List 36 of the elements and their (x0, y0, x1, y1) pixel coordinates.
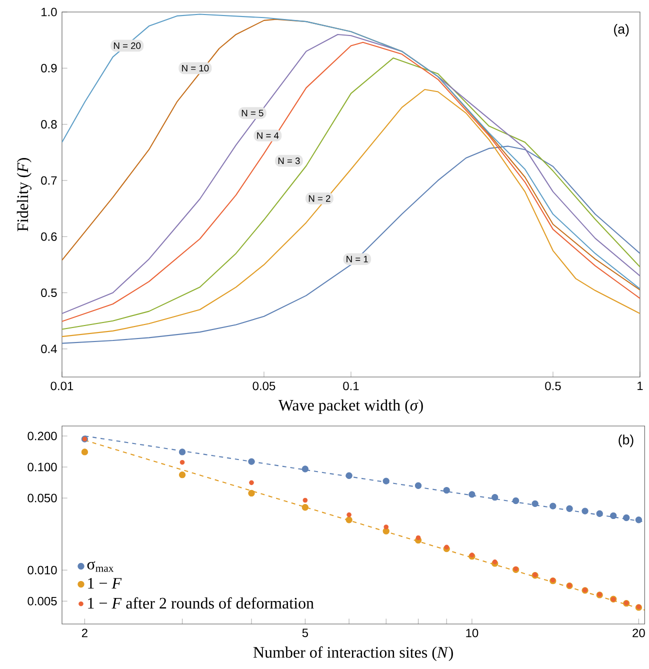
annotation: (b) (618, 434, 634, 448)
x-axis-title: Wave packet width (σ) (278, 399, 423, 414)
y-tick-label: 0.9 (41, 64, 57, 72)
x-tick-label: 0.1 (343, 382, 359, 390)
annotation: N = 20 (114, 42, 141, 49)
y-tick-label: 0.005 (28, 596, 57, 606)
y-tick-label: 0.6 (41, 232, 57, 241)
legend-label: 1 − F (88, 578, 122, 589)
y-tick-label: 0.050 (28, 494, 57, 502)
x-tick-label: 1 (638, 382, 643, 390)
annotation: N = 10 (182, 64, 209, 72)
annotation: N = 4 (257, 132, 279, 139)
y-tick-label: 0.8 (41, 120, 57, 129)
y-axis-title: Fidelity (F) (16, 158, 32, 232)
y-tick-label: 1.0 (42, 8, 57, 16)
y-tick-label: 0.7 (41, 176, 57, 185)
annotation: N = 1 (346, 256, 368, 262)
annotation: (a) (614, 24, 629, 36)
y-tick-label: 0.200 (28, 432, 57, 440)
y-tick-label: 0.100 (28, 462, 57, 472)
x-tick-label: 0.5 (545, 382, 561, 390)
x-tick-label: 10 (466, 628, 478, 638)
y-tick-label: 0.5 (41, 288, 57, 298)
annotation: N = 5 (242, 110, 264, 116)
annotation: N = 3 (278, 158, 300, 164)
legend-label: σ$_{max}$ (87, 561, 114, 572)
legend-label: 1 − F after 2 rounds of deformation (88, 597, 314, 609)
y-tick-label: 0.010 (28, 566, 57, 574)
x-tick-label: 0.05 (252, 382, 276, 390)
x-axis-title: Number of interaction sites (N) (253, 646, 453, 662)
x-tick-label: 20 (632, 628, 645, 638)
annotation: N = 2 (308, 195, 330, 202)
x-tick-label: 2 (82, 628, 88, 638)
y-tick-label: 0.4 (41, 344, 57, 354)
x-tick-label: 5 (302, 628, 308, 638)
x-tick-label: 0.01 (50, 382, 74, 390)
